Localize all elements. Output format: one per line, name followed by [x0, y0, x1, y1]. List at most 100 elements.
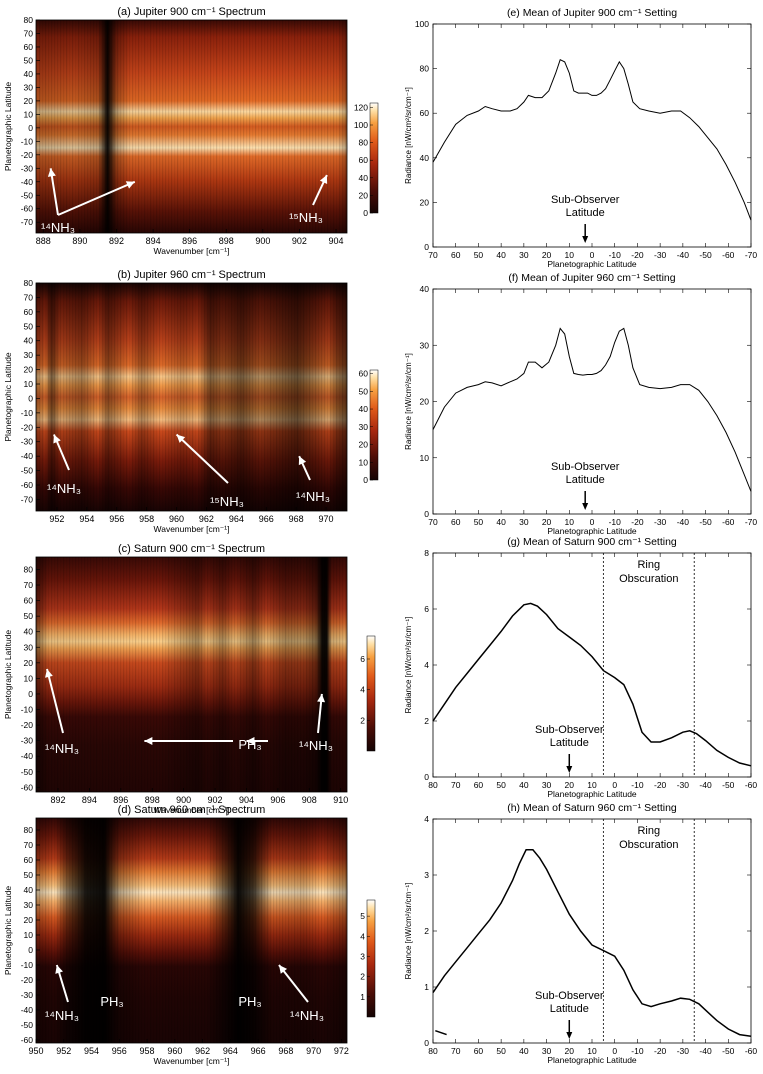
label-line: Latitude [550, 1003, 589, 1015]
y-tick-label: 10 [420, 453, 430, 463]
y-tick-label: 50 [24, 55, 34, 65]
y-tick-label: 2 [424, 926, 429, 936]
x-tick-label: 900 [176, 795, 191, 805]
heatmap-stripe [294, 557, 296, 792]
heatmap-stripe [309, 557, 311, 792]
heatmap-stripe [276, 818, 278, 1043]
colorbar-tick-label: 120 [354, 102, 368, 112]
heatmap-stripe [330, 283, 332, 511]
heatmap-stripe [117, 20, 119, 233]
heatmap-stripe [147, 818, 149, 1043]
heatmap-stripe [141, 20, 143, 233]
heatmap-stripe [291, 283, 293, 511]
heatmap-stripe [51, 283, 53, 511]
heatmap-stripe [255, 20, 257, 233]
heatmap-stripe [201, 20, 203, 233]
heatmap-stripe [198, 818, 200, 1043]
x-tick-label: 60 [451, 250, 461, 260]
y-axis-label: Radiance [nW/cm²/sr/cm⁻¹] [404, 353, 413, 450]
y-tick-label: 40 [24, 336, 34, 346]
plot-frame [35, 817, 348, 1044]
heatmap-stripe [342, 20, 344, 233]
x-tick-label: 952 [49, 514, 64, 524]
y-tick-label: -40 [21, 451, 34, 461]
colorbar-tick-label: 3 [360, 951, 365, 961]
ph3-label: PH₃ [100, 994, 123, 1009]
colorbar-tick-label: 5 [360, 911, 365, 921]
heatmap-stripe [345, 557, 347, 792]
heatmap-stripe [57, 283, 59, 511]
heatmap-stripe [165, 557, 167, 792]
heatmap-stripe [243, 20, 245, 233]
heatmap-stripe [159, 557, 161, 792]
y-tick-label: -50 [21, 466, 34, 476]
heatmap-stripe [186, 818, 188, 1043]
heatmap-stripe [162, 557, 164, 792]
x-tick-label: -20 [654, 1046, 667, 1056]
heatmap-stripe [318, 818, 320, 1043]
heatmap-stripe [66, 818, 68, 1043]
x-tick-label: 40 [496, 517, 506, 527]
x-tick-label: 20 [565, 1046, 575, 1056]
x-tick-label: 10 [565, 517, 575, 527]
heatmap-stripe [87, 20, 89, 233]
y-tick-label: -30 [21, 990, 34, 1000]
y-axis-label: Radiance [nW/cm²/sr/cm⁻¹] [404, 87, 413, 184]
heatmap-stripe [336, 557, 338, 792]
nh3-15-label: ¹⁵NH₃ [289, 210, 323, 225]
heatmap-stripe [39, 20, 41, 233]
y-tick-label: 0 [28, 123, 33, 133]
x-tick-label: 30 [542, 1046, 552, 1056]
heatmap-stripe [51, 818, 53, 1043]
heatmap-stripe [120, 283, 122, 511]
heatmap-stripe [66, 20, 68, 233]
heatmap-stripe [303, 283, 305, 511]
plot-frame [432, 288, 752, 515]
y-tick-label: 20 [420, 197, 430, 207]
colorbar-tick-label: 40 [359, 404, 369, 414]
x-tick-label: 70 [428, 250, 438, 260]
heatmap-stripe [291, 818, 293, 1043]
y-axis-label: Radiance [nW/cm²/sr/cm⁻¹] [404, 617, 413, 714]
heatmap-stripe [339, 283, 341, 511]
y-axis-label: Radiance [nW/cm²/sr/cm⁻¹] [404, 883, 413, 980]
nh3-15-label: ¹⁵NH₃ [210, 494, 244, 509]
heatmap-stripe [105, 818, 107, 1043]
heatmap-stripe [150, 283, 152, 511]
heatmap-stripe [324, 20, 326, 233]
heatmap-stripe [153, 283, 155, 511]
heatmap-stripe [159, 818, 161, 1043]
heatmap-stripe [57, 557, 59, 792]
ring-obscuration-label: Ring Obscuration [619, 559, 678, 585]
heatmap-stripe [315, 818, 317, 1043]
heatmap-stripe [327, 283, 329, 511]
colorbar-tick-label: 1 [360, 992, 365, 1002]
x-tick-label: 20 [542, 250, 552, 260]
y-tick-label: 80 [24, 564, 34, 574]
x-tick-label: 958 [140, 1046, 155, 1056]
y-tick-label: -60 [21, 480, 34, 490]
heatmap-stripe [237, 20, 239, 233]
heatmap-stripe [75, 818, 77, 1043]
heatmap-stripe [303, 818, 305, 1043]
heatmap-stripe [117, 557, 119, 792]
radiance-line [432, 602, 752, 767]
y-axis-label: Planetographic Latitude [3, 630, 13, 720]
heatmap-stripe [252, 557, 254, 792]
heatmap-stripe [153, 557, 155, 792]
heatmap-stripe [279, 818, 281, 1043]
heatmap-stripe [309, 283, 311, 511]
colorbar: 120 100 80 60 40 20 0 [354, 102, 379, 218]
label-line: Latitude [566, 474, 605, 486]
heatmap-stripe [60, 818, 62, 1043]
label-line: Sub-Observer [535, 724, 604, 736]
x-tick-label: 50 [474, 517, 484, 527]
sub-observer-arrowhead [582, 503, 589, 510]
x-tick-label: 970 [306, 1046, 321, 1056]
y-tick-label: -40 [21, 177, 34, 187]
y-tick-label: 0 [28, 393, 33, 403]
heatmap-stripe [279, 283, 281, 511]
colorbar-tick-label: 6 [360, 654, 365, 664]
heatmap-stripe [66, 557, 68, 792]
heatmap-stripe [81, 20, 83, 233]
